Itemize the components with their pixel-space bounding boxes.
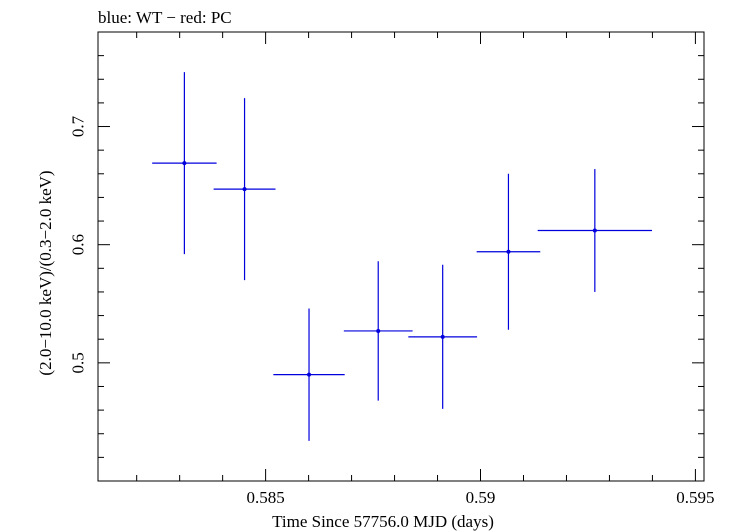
x-axis-title: Time Since 57756.0 MJD (days) [272,512,494,531]
data-point [592,228,597,233]
y-tick-label: 0.7 [69,115,88,137]
y-axis-title: (2.0−10.0 keV)/(0.3−2.0 keV) [36,170,55,375]
y-tick-label: 0.6 [69,234,88,255]
data-point [376,328,381,333]
data-point [440,334,445,339]
series-layer [152,72,652,441]
y-tick-label: 0.5 [69,352,88,373]
x-axis-ticks [136,32,696,481]
x-tick-label: 0.595 [676,488,714,507]
y-axis-tick-labels: 0.5 0.6 0.7 [69,115,88,373]
data-point [182,161,187,166]
data-point [242,187,247,192]
plot-frame [97,31,705,482]
y-axis-ticks [98,31,704,482]
series-wt [152,72,652,441]
x-tick-label: 0.59 [466,488,496,507]
data-point [506,249,511,254]
x-axis-tick-labels: 0.585 0.59 0.595 [246,488,714,507]
chart-title: blue: WT − red: PC [98,8,232,27]
data-point [307,372,312,377]
x-tick-label: 0.585 [246,488,284,507]
